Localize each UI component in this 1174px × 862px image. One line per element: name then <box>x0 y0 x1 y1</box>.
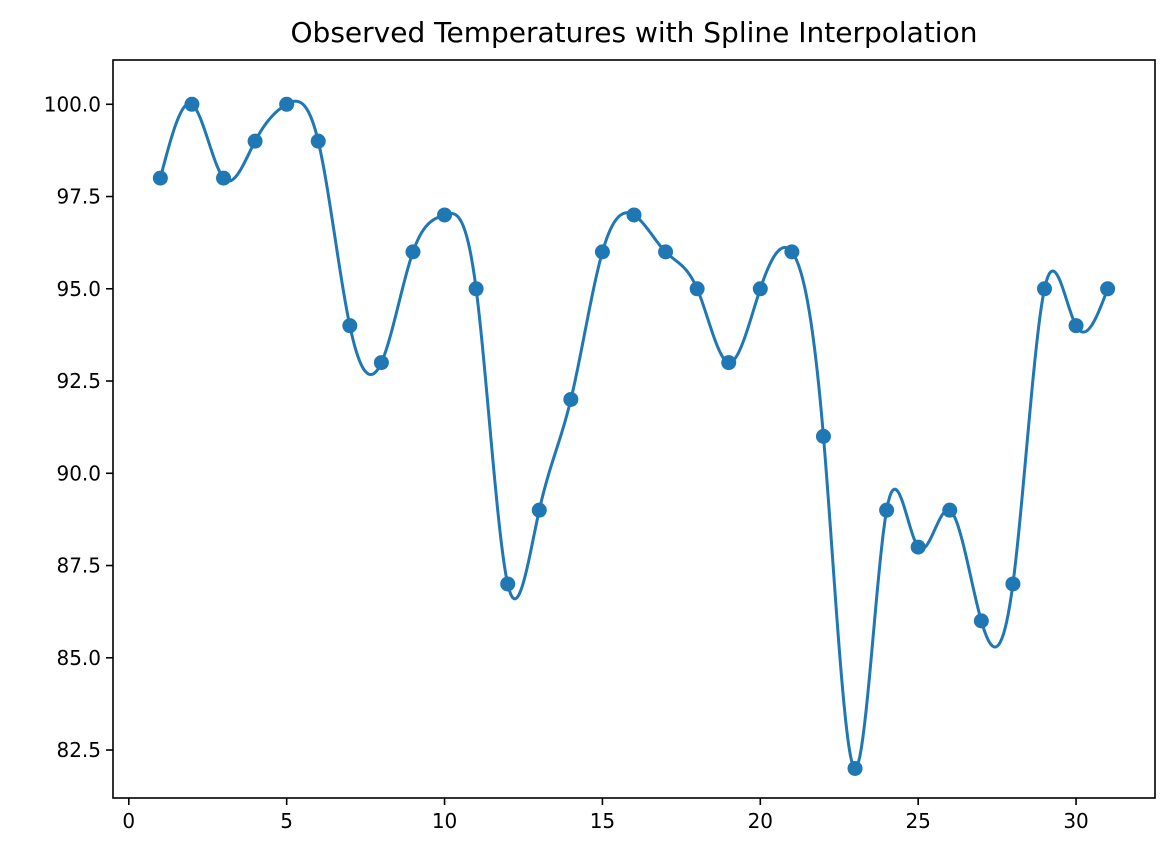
data-point <box>1005 576 1021 592</box>
y-tick-label: 100.0 <box>44 92 101 116</box>
x-tick-label: 15 <box>590 809 615 833</box>
data-point <box>247 133 263 149</box>
x-tick-label: 10 <box>432 809 457 833</box>
data-point <box>1100 281 1116 297</box>
data-point <box>373 355 389 371</box>
y-axis: 82.5 85.0 87.5 90.0 92.5 95.0 97.5 100.0 <box>44 92 113 762</box>
data-point <box>405 244 421 260</box>
data-point <box>216 170 232 186</box>
x-axis: 0 5 10 15 20 25 30 <box>122 798 1089 833</box>
y-tick-label: 92.5 <box>56 369 101 393</box>
data-point <box>752 281 768 297</box>
x-tick-label: 25 <box>905 809 930 833</box>
x-tick-label: 0 <box>122 809 135 833</box>
data-point <box>658 244 674 260</box>
data-point <box>1036 281 1052 297</box>
data-point <box>973 613 989 629</box>
y-tick-label: 85.0 <box>56 646 101 670</box>
x-tick-label: 20 <box>748 809 773 833</box>
y-tick-label: 90.0 <box>56 461 101 485</box>
y-tick-label: 95.0 <box>56 277 101 301</box>
axes-frame <box>112 59 1156 799</box>
y-tick-label: 87.5 <box>56 554 101 578</box>
data-point <box>563 391 579 407</box>
data-point <box>152 170 168 186</box>
data-point <box>879 502 895 518</box>
data-point <box>910 539 926 555</box>
data-point <box>942 502 958 518</box>
data-point <box>531 502 547 518</box>
y-tick-label: 82.5 <box>56 738 101 762</box>
data-point <box>689 281 705 297</box>
data-point <box>847 760 863 776</box>
data-point <box>784 244 800 260</box>
data-point <box>1068 318 1084 334</box>
data-point <box>437 207 453 223</box>
data-point <box>184 96 200 112</box>
data-point <box>815 428 831 444</box>
data-point <box>310 133 326 149</box>
data-point <box>468 281 484 297</box>
data-point <box>626 207 642 223</box>
data-point <box>500 576 516 592</box>
chart-title: Observed Temperatures with Spline Interp… <box>291 16 978 49</box>
x-tick-label: 5 <box>280 809 293 833</box>
data-point <box>721 355 737 371</box>
data-point <box>342 318 358 334</box>
plot-area <box>152 96 1116 776</box>
y-tick-label: 97.5 <box>56 185 101 209</box>
data-point <box>594 244 610 260</box>
x-tick-label: 30 <box>1063 809 1088 833</box>
data-point <box>279 96 295 112</box>
spline-curve <box>158 99 1110 770</box>
